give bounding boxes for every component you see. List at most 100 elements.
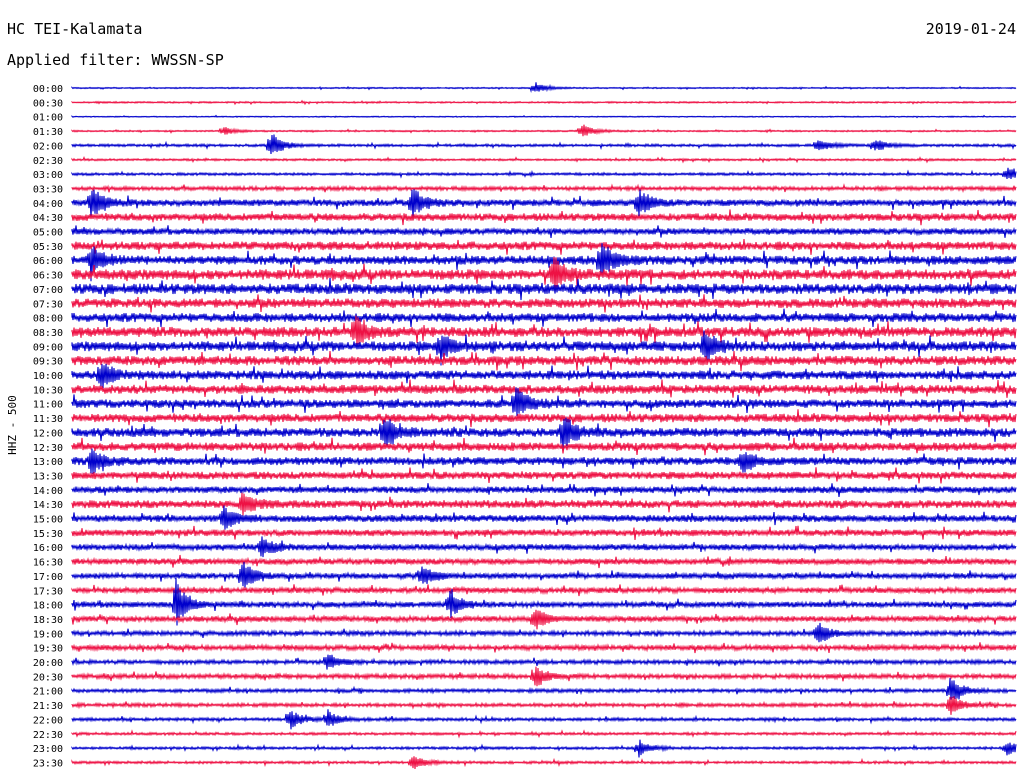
trace-row-1700 xyxy=(71,561,1017,588)
row-time-label: 14:30 xyxy=(33,500,63,511)
station-title: HC TEI-Kalamata xyxy=(7,20,143,38)
row-time-label: 12:00 xyxy=(33,428,63,439)
trace-row-1130 xyxy=(71,409,1017,428)
row-time-label: 15:00 xyxy=(33,515,63,526)
trace-row-0930 xyxy=(71,350,1017,372)
row-time-label: 16:00 xyxy=(33,543,63,554)
trace-row-2300 xyxy=(71,739,1017,758)
row-time-label: 03:30 xyxy=(33,184,63,195)
trace-row-1800 xyxy=(71,577,1017,626)
row-time-label: 13:30 xyxy=(33,471,63,482)
trace-row-1930 xyxy=(71,642,1017,654)
trace-row-0500 xyxy=(71,225,1017,238)
row-time-label: 11:30 xyxy=(33,414,63,425)
row-time-label: 10:30 xyxy=(33,385,63,396)
trace-row-2130 xyxy=(71,696,1017,715)
row-time-label: 06:00 xyxy=(33,256,63,267)
trace-row-0430 xyxy=(71,209,1017,226)
row-time-label: 18:00 xyxy=(33,601,63,612)
trace-row-1500 xyxy=(71,505,1017,530)
row-time-label: 17:00 xyxy=(33,572,63,583)
row-time-label: 00:00 xyxy=(33,84,63,95)
trace-row-0300 xyxy=(71,167,1017,179)
row-time-label: 16:30 xyxy=(33,558,63,569)
row-time-label: 22:00 xyxy=(33,715,63,726)
row-time-label: 05:30 xyxy=(33,242,63,253)
trace-row-1200 xyxy=(71,417,1017,451)
trace-row-2000 xyxy=(71,654,1017,670)
row-time-label: 01:00 xyxy=(33,113,63,124)
row-time-label: 19:30 xyxy=(33,644,63,655)
row-time-label: 11:00 xyxy=(33,400,63,411)
row-time-label: 05:00 xyxy=(33,228,63,239)
row-time-label: 10:00 xyxy=(33,371,63,382)
trace-row-0800 xyxy=(71,308,1017,328)
trace-row-0700 xyxy=(71,277,1017,301)
trace-row-1300 xyxy=(71,448,1017,474)
trace-row-0200 xyxy=(71,134,1017,155)
trace-row-1030 xyxy=(71,379,1017,398)
trace-row-1000 xyxy=(71,363,1017,389)
trace-row-0730 xyxy=(71,294,1017,313)
trace-row-1400 xyxy=(71,483,1017,497)
trace-row-0830 xyxy=(71,315,1017,347)
trace-row-1430 xyxy=(71,492,1017,516)
row-time-label: 01:30 xyxy=(33,127,63,138)
row-time-label: 20:00 xyxy=(33,658,63,669)
trace-row-1730 xyxy=(71,584,1017,597)
row-time-label: 21:30 xyxy=(33,701,63,712)
row-time-label: 03:00 xyxy=(33,170,63,181)
row-time-label: 04:00 xyxy=(33,199,63,210)
row-time-label: 08:30 xyxy=(33,328,63,339)
trace-row-1230 xyxy=(71,437,1017,456)
trace-row-0530 xyxy=(71,238,1017,255)
row-time-label: 02:30 xyxy=(33,156,63,167)
trace-row-0100 xyxy=(71,114,1017,119)
trace-row-2100 xyxy=(71,678,1017,700)
trace-row-0230 xyxy=(71,156,1017,164)
trace-row-1330 xyxy=(71,467,1017,484)
trace-row-0130 xyxy=(71,124,1017,137)
row-time-label: 15:30 xyxy=(33,529,63,540)
trace-row-1830 xyxy=(71,609,1017,630)
trace-row-0900 xyxy=(71,330,1017,366)
row-time-label: 00:30 xyxy=(33,98,63,109)
filter-label: Applied filter: WWSSN-SP xyxy=(7,51,224,69)
row-time-label: 21:00 xyxy=(33,687,63,698)
trace-row-2030 xyxy=(71,666,1017,687)
trace-row-1530 xyxy=(71,525,1017,541)
row-time-label: 23:00 xyxy=(33,744,63,755)
trace-row-1630 xyxy=(71,554,1017,569)
row-time-label: 22:30 xyxy=(33,730,63,741)
row-time-label: 07:30 xyxy=(33,299,63,310)
row-time-label: 14:00 xyxy=(33,486,63,497)
trace-row-0030 xyxy=(71,99,1017,106)
trace-row-0330 xyxy=(71,183,1017,193)
row-time-label: 23:30 xyxy=(33,758,63,769)
trace-row-0630 xyxy=(71,256,1017,292)
row-time-label: 09:00 xyxy=(33,342,63,353)
date-label: 2019-01-24 xyxy=(925,20,1016,38)
row-time-label: 12:30 xyxy=(33,443,63,454)
trace-row-0400 xyxy=(71,189,1017,221)
row-time-label: 02:00 xyxy=(33,141,63,152)
trace-row-2330 xyxy=(71,756,1017,770)
row-time-label: 20:30 xyxy=(33,672,63,683)
trace-row-2200 xyxy=(71,709,1017,730)
row-time-label: 09:30 xyxy=(33,357,63,368)
row-time-label: 06:30 xyxy=(33,271,63,282)
row-time-label: 17:30 xyxy=(33,586,63,597)
row-time-label: 08:00 xyxy=(33,314,63,325)
row-time-label: 07:00 xyxy=(33,285,63,296)
trace-row-0600 xyxy=(71,243,1017,282)
row-time-label: 19:00 xyxy=(33,629,63,640)
row-time-label: 04:30 xyxy=(33,213,63,224)
trace-row-0000 xyxy=(71,82,1017,93)
row-time-label: 18:30 xyxy=(33,615,63,626)
trace-row-1600 xyxy=(71,536,1017,558)
trace-row-2230 xyxy=(71,729,1017,739)
row-time-label: 13:00 xyxy=(33,457,63,468)
trace-row-1900 xyxy=(71,622,1017,643)
trace-row-1100 xyxy=(71,387,1017,417)
